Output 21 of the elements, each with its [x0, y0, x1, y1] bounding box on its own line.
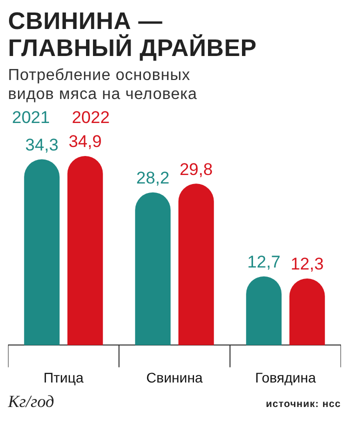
data-label: 34,9: [68, 132, 102, 152]
x-tick-label: Свинина: [146, 369, 203, 386]
series-label: 2021: [12, 108, 50, 128]
text: источник: нсс: [266, 399, 341, 410]
data-label: 34,3: [25, 135, 58, 154]
x-tick-label: Птица: [43, 369, 84, 386]
bar: [67, 156, 103, 346]
bar: [135, 192, 171, 346]
text: Кг/год: [8, 392, 54, 412]
chart-subtitle: Потребление основных видов мяса на человека: [8, 66, 198, 104]
bar: [178, 184, 214, 346]
data-label: 12,3: [290, 254, 324, 274]
x-tick-label: Говядина: [255, 369, 316, 386]
data-label: 12,7: [247, 252, 280, 272]
bar: [24, 159, 60, 346]
data-label: 29,8: [180, 160, 213, 179]
series-label: 2022: [72, 108, 110, 128]
chart-title: СВИНИНА — ГЛАВНЫЙ ДРАЙВЕР: [8, 8, 258, 62]
bar: [289, 278, 325, 346]
data-label: 28,2: [136, 168, 170, 188]
bar: [246, 276, 282, 346]
